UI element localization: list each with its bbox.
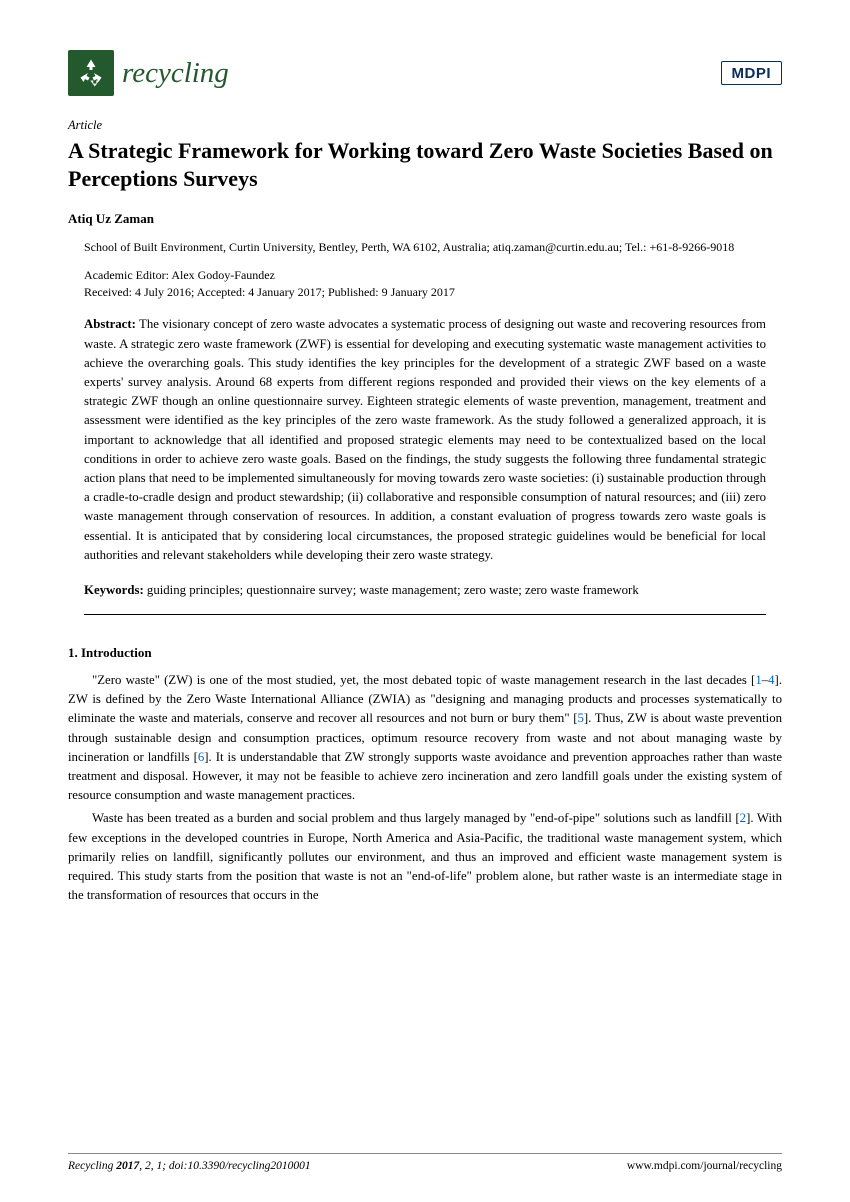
publication-dates: Received: 4 July 2016; Accepted: 4 Janua… xyxy=(84,285,455,299)
header-row: recycling MDPI xyxy=(68,50,782,96)
keywords-label: Keywords: xyxy=(84,583,144,597)
article-title: A Strategic Framework for Working toward… xyxy=(68,137,782,193)
abstract-label: Abstract: xyxy=(84,317,136,331)
abstract-text: The visionary concept of zero waste advo… xyxy=(84,317,766,561)
editor-label: Academic Editor: xyxy=(84,268,171,282)
intro-paragraph-1: "Zero waste" (ZW) is one of the most stu… xyxy=(68,671,782,805)
footer-url[interactable]: www.mdpi.com/journal/recycling xyxy=(627,1160,782,1172)
keywords: Keywords: guiding principles; questionna… xyxy=(84,581,766,600)
recycling-logo-box xyxy=(68,50,114,96)
author-name: Atiq Uz Zaman xyxy=(68,211,782,227)
intro-paragraph-2: Waste has been treated as a burden and s… xyxy=(68,809,782,905)
article-type: Article xyxy=(68,118,782,133)
page-footer: Recycling 2017, 2, 1; doi:10.3390/recycl… xyxy=(68,1153,782,1172)
journal-name: recycling xyxy=(122,57,229,90)
keywords-text: guiding principles; questionnaire survey… xyxy=(144,583,639,597)
publisher-badge[interactable]: MDPI xyxy=(721,61,783,85)
editor-name: Alex Godoy-Faundez xyxy=(171,268,275,282)
section-divider xyxy=(84,614,766,615)
section-heading-intro: 1. Introduction xyxy=(68,645,782,661)
journal-badge: recycling xyxy=(68,50,229,96)
recycling-icon xyxy=(73,55,109,91)
abstract: Abstract: The visionary concept of zero … xyxy=(84,315,766,564)
affiliation: School of Built Environment, Curtin Univ… xyxy=(84,239,782,256)
editor-block: Academic Editor: Alex Godoy-Faundez Rece… xyxy=(84,267,782,302)
footer-citation: Recycling 2017, 2, 1; doi:10.3390/recycl… xyxy=(68,1160,311,1172)
